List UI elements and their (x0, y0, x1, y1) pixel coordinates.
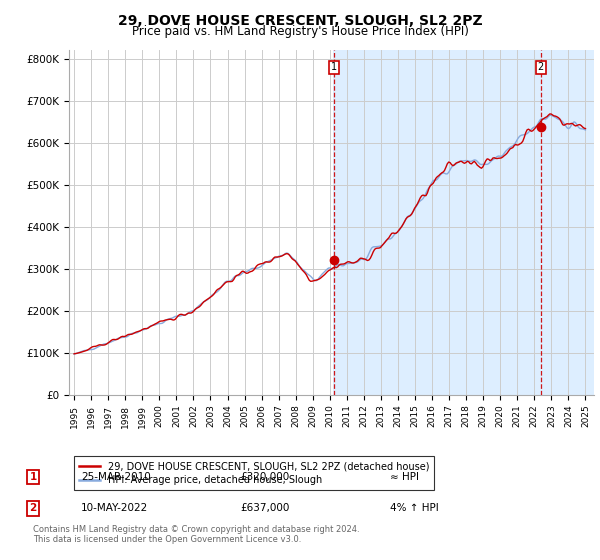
Text: £320,000: £320,000 (240, 472, 289, 482)
Legend: 29, DOVE HOUSE CRESCENT, SLOUGH, SL2 2PZ (detached house), HPI: Average price, d: 29, DOVE HOUSE CRESCENT, SLOUGH, SL2 2PZ… (74, 456, 434, 490)
Text: 10-MAY-2022: 10-MAY-2022 (81, 503, 148, 514)
Text: 1: 1 (331, 63, 337, 72)
Text: £637,000: £637,000 (240, 503, 289, 514)
Bar (333, 50, 594, 395)
Text: Contains HM Land Registry data © Crown copyright and database right 2024.
This d: Contains HM Land Registry data © Crown c… (33, 525, 359, 544)
Text: Price paid vs. HM Land Registry's House Price Index (HPI): Price paid vs. HM Land Registry's House … (131, 25, 469, 38)
Text: 25-MAR-2010: 25-MAR-2010 (81, 472, 151, 482)
Text: 2: 2 (538, 63, 544, 72)
Text: 2: 2 (29, 503, 37, 514)
Text: ≈ HPI: ≈ HPI (390, 472, 419, 482)
Text: 4% ↑ HPI: 4% ↑ HPI (390, 503, 439, 514)
Text: 29, DOVE HOUSE CRESCENT, SLOUGH, SL2 2PZ: 29, DOVE HOUSE CRESCENT, SLOUGH, SL2 2PZ (118, 14, 482, 28)
Bar (69, 50, 333, 395)
Text: 1: 1 (29, 472, 37, 482)
